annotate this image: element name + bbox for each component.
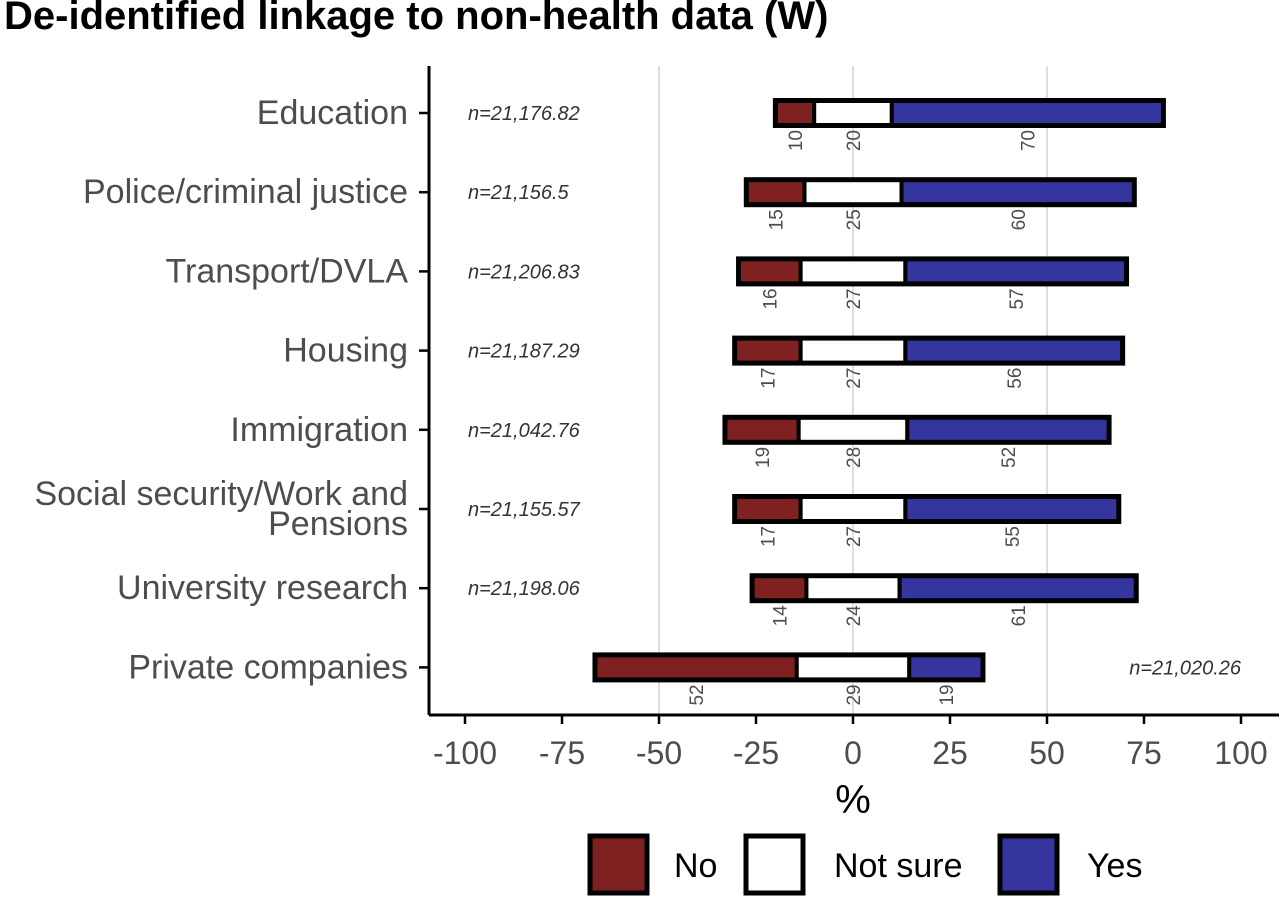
bar-yes-transport-dvla	[903, 256, 1129, 286]
bar-not-sure-housing	[798, 336, 908, 366]
bar-no-university-research	[750, 573, 809, 603]
x-tick-label-100: -100	[433, 735, 497, 771]
legend-swatch-yes	[997, 833, 1060, 896]
bar-not-sure-transport-dvla	[798, 256, 908, 286]
value-label-not-sure-social-security-work-and-pensions: 27	[844, 526, 865, 547]
category-label-housing: Housing	[283, 332, 408, 370]
sample-size-label-university-research: n=21,198.06	[468, 578, 581, 600]
bar-yes-social-security-work-and-pensions	[903, 494, 1121, 524]
bar-yes-immigration	[905, 415, 1112, 445]
bar-outline-social-security-work-and-pensions	[732, 494, 1122, 524]
bar-not-sure-social-security-work-and-pensions	[798, 494, 908, 524]
bar-outline-transport-dvla	[736, 256, 1130, 287]
category-label-university-research: University research	[117, 569, 408, 607]
value-label-yes-police-criminal-justice: 60	[1009, 209, 1030, 230]
category-label-police-criminal-justice: Police/criminal justice	[83, 173, 408, 211]
bar-no-private-companies	[592, 652, 799, 682]
sample-size-label-police-criminal-justice: n=21,156.5	[468, 182, 570, 204]
bar-no-social-security-work-and-pensions	[732, 494, 803, 524]
x-tick-label-50: -50	[636, 735, 682, 771]
value-label-yes-immigration: 52	[999, 447, 1020, 468]
sample-size-label-social-security-work-and-pensions: n=21,155.57	[468, 499, 581, 521]
chart-title: De-identified linkage to non-health data…	[4, 0, 829, 38]
x-tick-label-75: 75	[1126, 735, 1162, 771]
bar-not-sure-university-research	[804, 573, 902, 603]
bar-outline-private-companies	[592, 652, 986, 683]
category-label-social-security-work-and-pensions: Social security/Work and	[34, 475, 408, 513]
category-label-private-companies: Private companies	[128, 648, 408, 686]
value-label-yes-education: 70	[1019, 130, 1040, 151]
bar-no-police-criminal-justice	[744, 177, 807, 207]
value-label-no-private-companies: 52	[687, 684, 708, 705]
bar-no-housing	[732, 336, 803, 366]
value-label-yes-private-companies: 19	[937, 684, 958, 705]
bar-yes-police-criminal-justice	[899, 177, 1137, 207]
bar-yes-private-companies	[907, 652, 985, 682]
value-label-not-sure-transport-dvla: 27	[844, 288, 865, 309]
legend-label-no: No	[674, 847, 717, 885]
labels: Education 10 20 70 n=21,176.82 Police/crimina…	[34, 94, 1241, 706]
x-axis-title: %	[835, 778, 871, 822]
bar-outline-housing	[732, 335, 1126, 366]
x-tick-label-50: 50	[1029, 735, 1065, 771]
value-label-not-sure-private-companies: 29	[844, 684, 865, 705]
value-label-not-sure-immigration: 28	[844, 447, 865, 468]
bar-not-sure-immigration	[796, 415, 910, 445]
sample-size-label-housing: n=21,187.29	[468, 341, 580, 363]
legend: No Not sure Yes	[587, 833, 1142, 896]
bar-outline-immigration	[722, 414, 1112, 445]
value-label-no-housing: 17	[759, 368, 780, 389]
bar-yes-education	[889, 98, 1166, 128]
sample-size-label-education: n=21,176.82	[468, 103, 580, 125]
value-label-not-sure-university-research: 24	[844, 605, 865, 627]
sample-size-label-transport-dvla: n=21,206.83	[468, 261, 580, 283]
x-tick-label-75: -75	[539, 735, 585, 771]
value-label-not-sure-education: 20	[844, 130, 865, 151]
category-label-education: Education	[257, 94, 408, 132]
bar-no-transport-dvla	[736, 256, 803, 286]
legend-swatch-not-sure	[743, 833, 806, 896]
bar-not-sure-police-criminal-justice	[802, 177, 904, 207]
x-tick-label-100: 100	[1214, 735, 1267, 771]
value-label-no-transport-dvla: 16	[761, 288, 782, 309]
value-label-no-education: 10	[786, 130, 807, 151]
bar-no-immigration	[722, 415, 801, 445]
axes: -100 -75 -50 -25 0 25 50 75 100%	[419, 66, 1279, 822]
value-label-yes-transport-dvla: 57	[1007, 288, 1028, 309]
legend-swatch-no	[587, 833, 650, 896]
grid-lines	[658, 66, 1048, 715]
category-label-transport-dvla: Transport/DVLA	[166, 252, 409, 290]
value-label-not-sure-housing: 27	[844, 368, 865, 389]
legend-label-not-sure: Not sure	[834, 847, 963, 885]
sample-size-label-private-companies: n=21,020.26	[1129, 657, 1242, 679]
category-label-immigration: Immigration	[230, 411, 408, 449]
sample-size-label-immigration: n=21,042.76	[468, 420, 581, 442]
value-label-no-immigration: 19	[753, 447, 774, 468]
bar-not-sure-private-companies	[794, 652, 912, 682]
value-label-yes-university-research: 61	[1009, 605, 1030, 626]
x-tick-label-0: 0	[844, 735, 862, 771]
value-label-no-university-research: 14	[770, 605, 791, 627]
value-label-yes-social-security-work-and-pensions: 55	[1003, 526, 1024, 547]
value-label-yes-housing: 56	[1005, 368, 1026, 389]
bar-not-sure-education	[812, 98, 894, 128]
category-label-social-security-work-and-pensions-line-2: Pensions	[268, 505, 408, 543]
value-label-no-social-security-work-and-pensions: 17	[759, 526, 780, 547]
bar-outline-education	[772, 98, 1166, 128]
bar-no-education	[773, 98, 817, 128]
value-label-no-police-criminal-justice: 15	[766, 209, 787, 230]
bars	[592, 98, 1166, 683]
legend-label-yes: Yes	[1087, 847, 1142, 885]
x-tick-label-25: -25	[733, 735, 779, 771]
bar-yes-university-research	[897, 573, 1139, 603]
x-tick-label-25: 25	[932, 735, 968, 771]
value-label-not-sure-police-criminal-justice: 25	[844, 209, 865, 230]
bar-outline-university-research	[749, 573, 1139, 604]
bar-outline-police-criminal-justice	[743, 177, 1137, 208]
bar-yes-housing	[903, 336, 1125, 366]
